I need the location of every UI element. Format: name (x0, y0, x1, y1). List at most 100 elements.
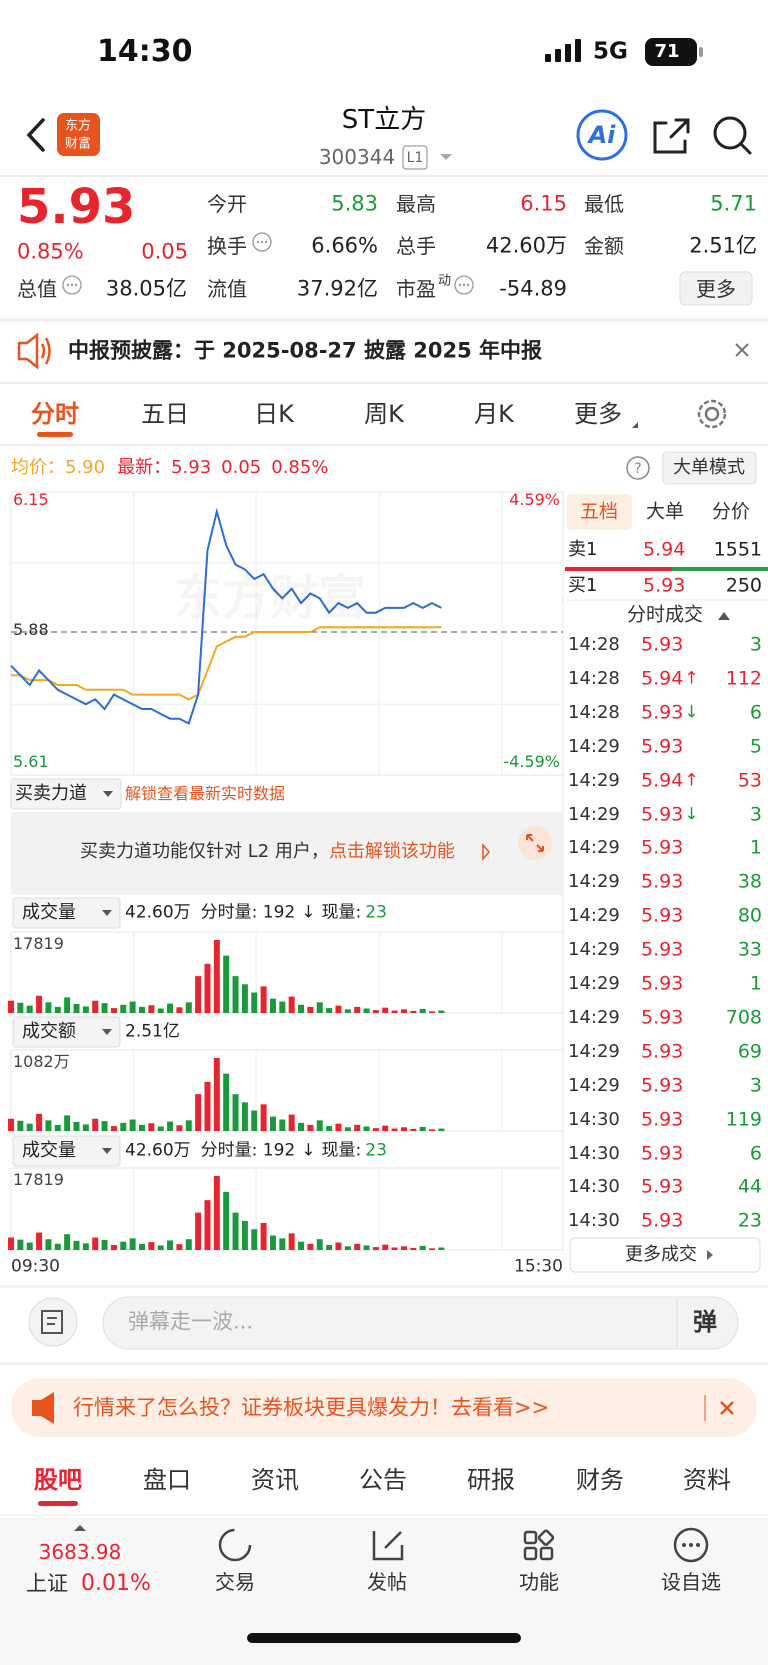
nav-icons[interactable] (218, 1527, 709, 1563)
bottom-tab[interactable]: 财务 (576, 1466, 624, 1494)
bottom-tab[interactable]: 盘口 (143, 1466, 191, 1494)
panel-name[interactable]: 成交额 (22, 1021, 76, 1042)
info-dot (458, 283, 462, 287)
ai-text[interactable]: Ai (588, 121, 616, 149)
ad-text[interactable]: 行情来了怎么投？证券板块更具爆发力！去看看>> (73, 1395, 550, 1420)
panel-selects[interactable] (12, 897, 121, 1167)
index-value[interactable]: 3683.98 (38, 1540, 122, 1564)
volume-bar (36, 1113, 43, 1131)
trade-time: 14:29 (568, 803, 620, 825)
ask-ratio-bar (565, 567, 672, 571)
comment-input[interactable] (102, 1296, 739, 1350)
volume-bar (73, 1240, 80, 1250)
field-value: -54.89 (499, 276, 567, 301)
field-label: 换手 (207, 234, 247, 258)
trade-price: 5.93 (641, 737, 683, 756)
volume-bar (101, 1003, 108, 1013)
text: 5.93 (641, 1175, 684, 1198)
code-dropdown[interactable] (440, 154, 452, 160)
unlock-box[interactable] (11, 812, 562, 895)
info-icon (252, 232, 272, 252)
volume-bar (17, 1002, 24, 1013)
text: 5.94 (641, 667, 684, 690)
volume-bar (64, 997, 71, 1013)
trade-time: 14:29 (568, 735, 620, 757)
nav-item[interactable]: 功能 (519, 1570, 559, 1594)
more-button-bg[interactable] (679, 271, 753, 306)
search-button[interactable] (713, 116, 752, 155)
close-notice[interactable] (735, 343, 749, 357)
bottom-tab[interactable]: 股吧 (34, 1466, 82, 1494)
ai-button[interactable] (576, 109, 628, 161)
back-button[interactable] (26, 118, 45, 152)
bottom-tab[interactable]: 研报 (467, 1466, 515, 1494)
orderbook-tab-active[interactable] (567, 494, 632, 530)
trade-volume: 44 (737, 1175, 762, 1198)
bottom-tab[interactable]: 资料 (683, 1466, 731, 1494)
chart-tab[interactable]: 日K (254, 400, 294, 428)
comment-placeholder[interactable]: 弹幕走一波... (128, 1309, 254, 1334)
panel-frame (10, 931, 564, 1014)
volume-bar (110, 1008, 117, 1013)
info-icon (454, 275, 474, 295)
bid-price: 5.93 (643, 574, 686, 597)
expand-icon[interactable] (518, 826, 552, 860)
bottom-tab[interactable]: 资讯 (251, 1466, 299, 1494)
trade-volume: 53 (737, 769, 762, 792)
text: 分时量: 192 (200, 902, 296, 923)
mode-button[interactable]: 大单模式 (673, 457, 745, 478)
more-trades[interactable]: 更多成交 (625, 1244, 697, 1265)
panel-name[interactable]: 成交量 (22, 902, 76, 923)
danmaku-settings[interactable] (28, 1297, 78, 1347)
orderbook-tab[interactable]: 五档 (579, 500, 619, 523)
bottom-tab-indicator (38, 1501, 78, 1506)
volume-bar (120, 1122, 127, 1131)
stock-title: ST立方 (341, 105, 427, 135)
nav-item[interactable]: 设自选 (661, 1570, 721, 1594)
trade-volume: 33 (737, 938, 762, 961)
expand-glyph (526, 834, 544, 852)
more-button[interactable]: 更多 (696, 277, 736, 301)
danmaku-button[interactable]: 弹 (693, 1308, 717, 1336)
volume-bar (438, 1247, 445, 1250)
settings-button[interactable] (697, 399, 727, 429)
nav-item[interactable]: 交易 (215, 1570, 255, 1594)
ad-banner[interactable] (11, 1378, 757, 1437)
bottom-tab[interactable]: 公告 (359, 1466, 407, 1494)
help-icon[interactable] (626, 456, 650, 480)
text: 5.93 (641, 701, 684, 724)
volume-bar (157, 1126, 164, 1131)
orderbook-tab[interactable]: 大单 (645, 500, 685, 523)
volume-bar (400, 1246, 407, 1250)
volume-bar (213, 1176, 220, 1250)
nav-item[interactable]: 发帖 (367, 1570, 407, 1594)
field-label: 总值 (17, 277, 57, 301)
panel-name[interactable]: 成交量 (22, 1140, 76, 1161)
text: 5.93 (641, 870, 684, 893)
mode-button-bg[interactable] (662, 451, 757, 485)
orderbook-tab[interactable]: 分价 (711, 500, 751, 523)
help-text: ? (634, 461, 642, 477)
chart-tab[interactable]: 五日 (141, 400, 189, 428)
power-title[interactable]: 买卖力道 (15, 783, 87, 804)
chart-tab[interactable]: 更多 (574, 400, 622, 428)
unlock-link: 点击解锁该功能 (328, 841, 455, 862)
ad-close[interactable] (720, 1401, 734, 1415)
volume-bar (260, 986, 267, 1013)
volume-bar (335, 1005, 342, 1013)
field-value: 38.05亿 (105, 276, 187, 301)
chart-tab[interactable]: 月K (474, 400, 514, 428)
power-select-bg[interactable] (10, 778, 122, 810)
volume-bar (363, 1245, 370, 1250)
dropdown-arrow (103, 791, 113, 797)
chart-tab[interactable]: 分时 (31, 400, 79, 428)
more-trades-bg[interactable] (569, 1237, 761, 1273)
field-value: 2.51亿 (689, 233, 757, 258)
volume-bar (92, 1118, 99, 1131)
text: 5.93 (171, 457, 212, 478)
trade-volume: 112 (725, 667, 762, 690)
chart-tab[interactable]: 周K (364, 400, 404, 428)
volume-bar (391, 1010, 398, 1013)
share-button[interactable] (653, 118, 690, 154)
volume-bar (372, 1010, 379, 1013)
